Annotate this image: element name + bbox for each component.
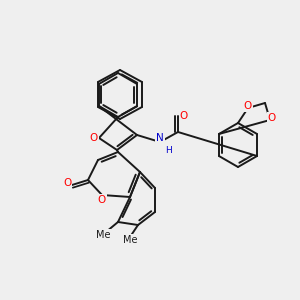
Text: H: H	[165, 146, 172, 155]
Text: O: O	[63, 178, 71, 188]
Text: Me: Me	[96, 230, 110, 240]
Text: Me: Me	[123, 235, 137, 245]
Text: O: O	[90, 133, 98, 143]
Text: O: O	[268, 113, 276, 123]
Text: O: O	[244, 101, 252, 111]
Text: O: O	[98, 195, 106, 205]
Text: N: N	[156, 133, 164, 143]
Text: O: O	[180, 111, 188, 121]
